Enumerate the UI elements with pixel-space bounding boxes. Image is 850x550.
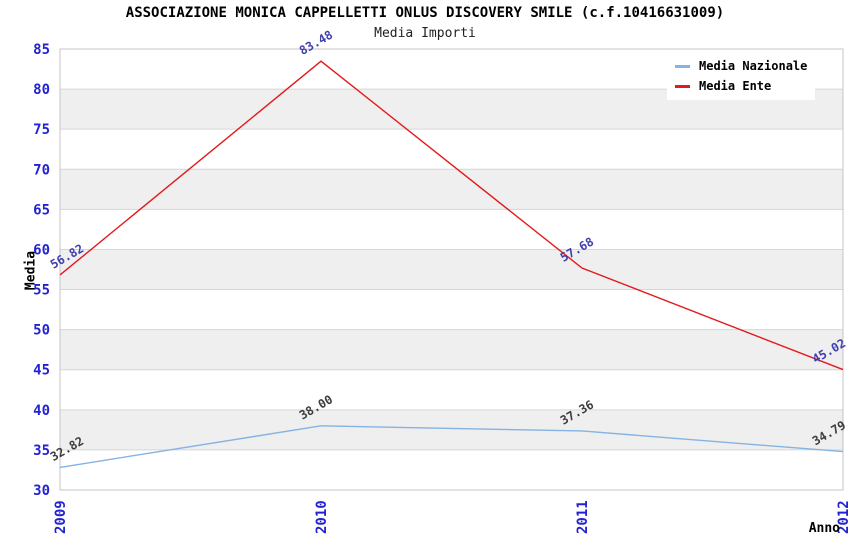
legend-label-media-ente: Media Ente (699, 79, 772, 93)
y-tick-label: 80 (33, 82, 50, 98)
legend-swatch-media-nazionale-icon (675, 64, 690, 68)
y-tick-label: 45 (33, 363, 50, 379)
y-axis-title: Media (23, 250, 39, 291)
legend-swatch-media-ente-icon (675, 84, 690, 88)
y-tick-label: 85 (33, 42, 50, 58)
chart-title: ASSOCIAZIONE MONICA CAPPELLETTI ONLUS DI… (125, 5, 725, 21)
y-tick-label: 35 (33, 443, 50, 459)
legend-item-media-ente: Media Ente (667, 79, 815, 93)
x-tick-label: 2011 (575, 500, 591, 534)
x-tick-label: 2012 (836, 500, 850, 534)
chart-subtitle: Media Importi (374, 26, 476, 41)
y-tick-label: 55 (33, 283, 50, 299)
plot-band (60, 329, 843, 370)
plot-border (59, 48, 844, 491)
legend-label-media-nazionale: Media Nazionale (699, 59, 808, 73)
y-tick-label: 70 (33, 162, 50, 178)
y-tick-label: 65 (33, 202, 50, 218)
data-label-media-ente: 83.48 (297, 28, 335, 58)
series-line-media-nazionale (59, 425, 844, 469)
plot-band (60, 249, 843, 290)
y-tick-label: 60 (33, 242, 50, 258)
series-line-media-ente (59, 60, 844, 371)
y-tick-label: 40 (33, 403, 50, 419)
legend: Media Nazionale Media Ente (667, 52, 815, 100)
y-tick-label: 75 (33, 122, 50, 138)
y-tick-label: 50 (33, 323, 50, 339)
x-tick-label: 2010 (314, 500, 330, 534)
y-tick-label: 30 (33, 483, 50, 499)
x-tick-label: 2009 (53, 500, 69, 534)
plot-band (60, 169, 843, 210)
x-axis-title: Anno (808, 521, 840, 536)
legend-item-media-nazionale: Media Nazionale (667, 59, 815, 73)
plot-band (60, 409, 843, 450)
